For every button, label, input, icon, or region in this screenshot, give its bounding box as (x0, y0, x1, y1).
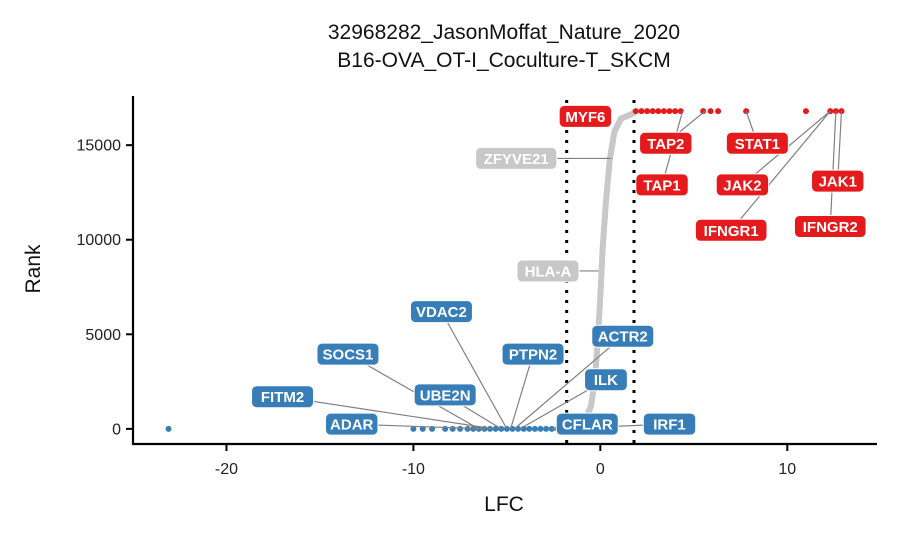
gene-label-text: SOCS1 (323, 347, 374, 364)
y-tick-label: 0 (112, 421, 121, 438)
up-point (644, 108, 651, 115)
down-point (531, 425, 538, 432)
down-point (165, 425, 172, 432)
up-point (802, 108, 809, 115)
leader-line (347, 353, 480, 430)
gene-label-box (725, 131, 789, 155)
gene-label-text: ZFYVE21 (484, 151, 549, 168)
gene-label-box (811, 169, 865, 193)
up-point (660, 108, 667, 115)
down-point (492, 425, 499, 432)
gene-label-box (639, 131, 693, 155)
down-point (526, 425, 533, 432)
x-tick-label: -10 (402, 461, 425, 478)
gene-label-text: ILK (594, 372, 618, 389)
down-point (457, 425, 464, 432)
gene-label-box (715, 173, 770, 197)
up-point (672, 108, 679, 115)
y-tick-label: 10000 (77, 232, 122, 249)
gene-label-text: ACTR2 (598, 329, 648, 346)
up-point (638, 108, 645, 115)
down-point (419, 425, 426, 432)
gene-label-text: JAK2 (723, 177, 761, 194)
gene-label-text: PTPN2 (509, 347, 557, 364)
gene-label-text: IRF1 (653, 417, 686, 434)
gene-label-box (413, 383, 477, 407)
up-point (666, 108, 673, 115)
y-ticks: 0 5000 10000 15000 (77, 138, 133, 438)
x-axis-title: LFC (484, 493, 524, 516)
down-point (543, 425, 550, 432)
gene-label-box (642, 412, 697, 436)
down-point (537, 425, 544, 432)
x-tick-label: 10 (778, 461, 796, 478)
y-tick-label: 15000 (77, 138, 122, 155)
up-point (655, 108, 662, 115)
gene-label-text: MYF6 (565, 109, 605, 126)
gene-label-box (475, 146, 558, 170)
down-point (442, 425, 449, 432)
gene-label-box (501, 342, 565, 366)
leader-line (513, 335, 624, 430)
up-point (707, 108, 714, 115)
x-tick-label: -20 (215, 461, 238, 478)
down-point (410, 425, 417, 432)
gene-label-box (635, 173, 689, 197)
up-points (632, 108, 845, 115)
gene-label-text: HLA-A (525, 263, 572, 280)
gene-label-box (584, 368, 628, 392)
up-point (632, 108, 639, 115)
chart-title: 32968282_JasonMoffat_Nature_2020 (328, 21, 680, 44)
leader-line (829, 111, 837, 227)
gene-label-box (251, 385, 315, 409)
leader-line (730, 110, 831, 231)
gene-label-text: TAP1 (643, 177, 680, 194)
gene-label-text: CFLAR (562, 417, 613, 434)
gene-label-text: JAK1 (819, 174, 857, 191)
leader-line (837, 111, 843, 182)
gene-label-text: FITM2 (261, 389, 304, 406)
gene-label-text: STAT1 (735, 136, 780, 153)
gene-label-box (591, 324, 655, 348)
leader-line (282, 396, 494, 430)
gene-label-box (325, 412, 379, 436)
gene-labels: MYF6 TAP2 STAT1 TAP1 JAK2 JAK1 IFNGR1 IFNGR2 ZFY… (251, 104, 867, 436)
x-tick-label: 0 (596, 461, 605, 478)
gene-label-box (316, 342, 380, 366)
gene-label-box (793, 215, 867, 238)
gene-label-box (409, 300, 473, 324)
gene-label-text: VDAC2 (416, 304, 467, 321)
gene-label-box (516, 259, 580, 283)
gene-label-box (555, 412, 619, 436)
y-tick-label: 5000 (85, 327, 121, 344)
gene-label-text: UBE2N (420, 387, 471, 404)
leader-line (440, 311, 508, 430)
gene-label-box (558, 104, 613, 128)
gene-label-text: TAP2 (647, 136, 684, 153)
gene-label-text: ADAR (330, 417, 373, 434)
gene-label-text: IFNGR2 (803, 219, 858, 236)
up-point (715, 108, 722, 115)
up-point (700, 108, 707, 115)
up-point (649, 108, 656, 115)
leader-line (510, 353, 534, 430)
chart-subtitle: B16-OVA_OT-I_Coculture-T_SKCM (337, 49, 670, 72)
y-axis-title: Rank (22, 244, 45, 294)
axes (131, 96, 877, 446)
x-ticks: -20 -10 0 10 (215, 444, 796, 478)
down-point (449, 425, 456, 432)
up-point (677, 108, 684, 115)
gene-label-text: IFNGR1 (704, 223, 759, 240)
gene-label-box (694, 218, 768, 242)
